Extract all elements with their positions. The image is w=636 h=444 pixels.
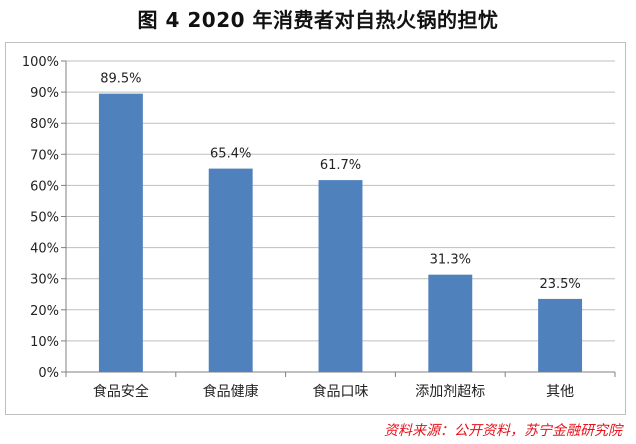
y-tick-label: 70% <box>30 148 59 163</box>
y-tick-label: 40% <box>30 242 59 257</box>
bar <box>208 168 253 372</box>
y-tick-label: 80% <box>30 117 59 132</box>
bar <box>428 274 473 372</box>
bar <box>98 93 143 372</box>
x-tick-label: 食品口味 <box>313 383 369 400</box>
x-tick-label: 食品安全 <box>93 383 149 400</box>
y-tick-label: 20% <box>30 304 59 319</box>
y-tick-label: 100% <box>22 55 59 70</box>
y-tick-label: 60% <box>30 179 59 194</box>
y-tick-label: 90% <box>30 86 59 101</box>
bar <box>538 298 583 372</box>
bar-chart: 0% 10% 20% 30% 40% 50% 60% 70% 80% 90% 100% 89.5% 食品… <box>22 55 616 400</box>
y-tick-label: 50% <box>30 211 59 226</box>
data-label: 89.5% <box>100 72 141 87</box>
x-tick-label: 添加剂超标 <box>415 384 485 400</box>
data-label: 65.4% <box>210 147 251 162</box>
bar <box>318 180 363 372</box>
y-tick-label: 0% <box>38 366 59 381</box>
data-label: 23.5% <box>539 277 580 292</box>
chart-title: 图 4 2020 年消费者对自热火锅的担忧 <box>137 8 499 32</box>
source-note: 资料来源：公开资料，苏宁金融研究院 <box>384 423 622 439</box>
x-tick-label: 食品健康 <box>203 383 259 400</box>
y-tick-label: 30% <box>30 273 59 288</box>
y-tick-label: 10% <box>30 335 59 350</box>
chart-frame: 0% 10% 20% 30% 40% 50% 60% 70% 80% 90% 100% 89.5% 食品… <box>5 42 626 415</box>
data-label: 31.3% <box>430 253 471 268</box>
x-tick-label: 其他 <box>546 384 574 400</box>
data-label: 61.7% <box>320 158 361 173</box>
